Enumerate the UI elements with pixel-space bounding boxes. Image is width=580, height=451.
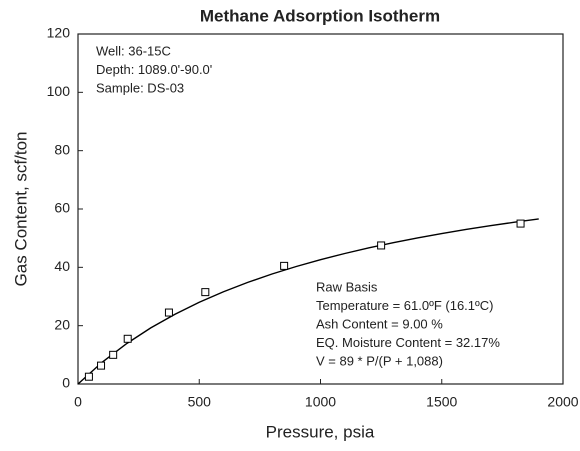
data-point xyxy=(84,372,93,381)
annotation: Well: 36-15C xyxy=(96,43,171,58)
y-axis-label: Gas Content, scf/ton xyxy=(11,132,30,287)
data-point xyxy=(201,288,210,297)
data-point xyxy=(97,361,106,370)
annotation: Temperature = 61.0ºF (16.1ºC) xyxy=(316,298,494,313)
y-tick-label: 20 xyxy=(54,316,70,332)
annotation: V = 89 * P/(P + 1,088) xyxy=(316,353,443,368)
chart-title: Methane Adsorption Isotherm xyxy=(200,6,440,25)
data-point xyxy=(109,350,118,359)
annotation: Sample: DS-03 xyxy=(96,80,184,95)
x-tick-label: 1500 xyxy=(426,394,457,410)
data-point xyxy=(164,308,173,317)
x-tick-label: 1000 xyxy=(305,394,336,410)
data-point xyxy=(377,241,386,250)
annotation: Ash Content = 9.00 % xyxy=(316,316,443,331)
y-tick-label: 120 xyxy=(47,25,71,41)
y-tick-label: 80 xyxy=(54,141,70,157)
x-tick-label: 500 xyxy=(188,394,212,410)
annotation: Depth: 1089.0'-90.0' xyxy=(96,62,212,77)
fit-curve xyxy=(77,218,539,385)
y-tick-label: 100 xyxy=(47,83,71,99)
y-tick-label: 40 xyxy=(54,258,70,274)
data-point xyxy=(280,261,289,270)
annotation: EQ. Moisture Content = 32.17% xyxy=(316,335,500,350)
x-tick-label: 2000 xyxy=(547,394,578,410)
annotation: Raw Basis xyxy=(316,279,378,294)
y-tick-label: 60 xyxy=(54,200,70,216)
data-point xyxy=(123,334,132,343)
x-tick-label: 0 xyxy=(74,394,82,410)
x-axis-label: Pressure, psia xyxy=(266,422,375,441)
y-tick-label: 0 xyxy=(62,375,70,391)
data-point xyxy=(516,219,525,228)
